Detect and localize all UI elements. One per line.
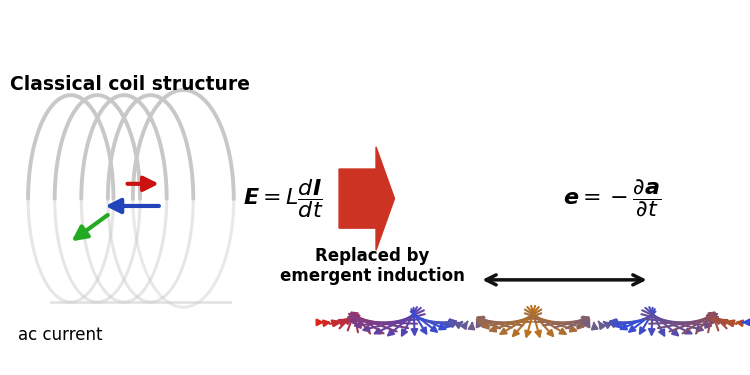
Text: ac current: ac current bbox=[17, 326, 102, 344]
Text: Classical coil structure: Classical coil structure bbox=[10, 75, 250, 93]
Text: $\boldsymbol{e} = -\dfrac{\partial \boldsymbol{a}}{\partial t}$: $\boldsymbol{e} = -\dfrac{\partial \bold… bbox=[563, 178, 662, 219]
Text: $\boldsymbol{E} = L\dfrac{d\boldsymbol{I}}{dt}$: $\boldsymbol{E} = L\dfrac{d\boldsymbol{I… bbox=[244, 177, 324, 220]
FancyArrow shape bbox=[339, 147, 394, 250]
Text: Replaced by
emergent induction: Replaced by emergent induction bbox=[280, 247, 465, 285]
